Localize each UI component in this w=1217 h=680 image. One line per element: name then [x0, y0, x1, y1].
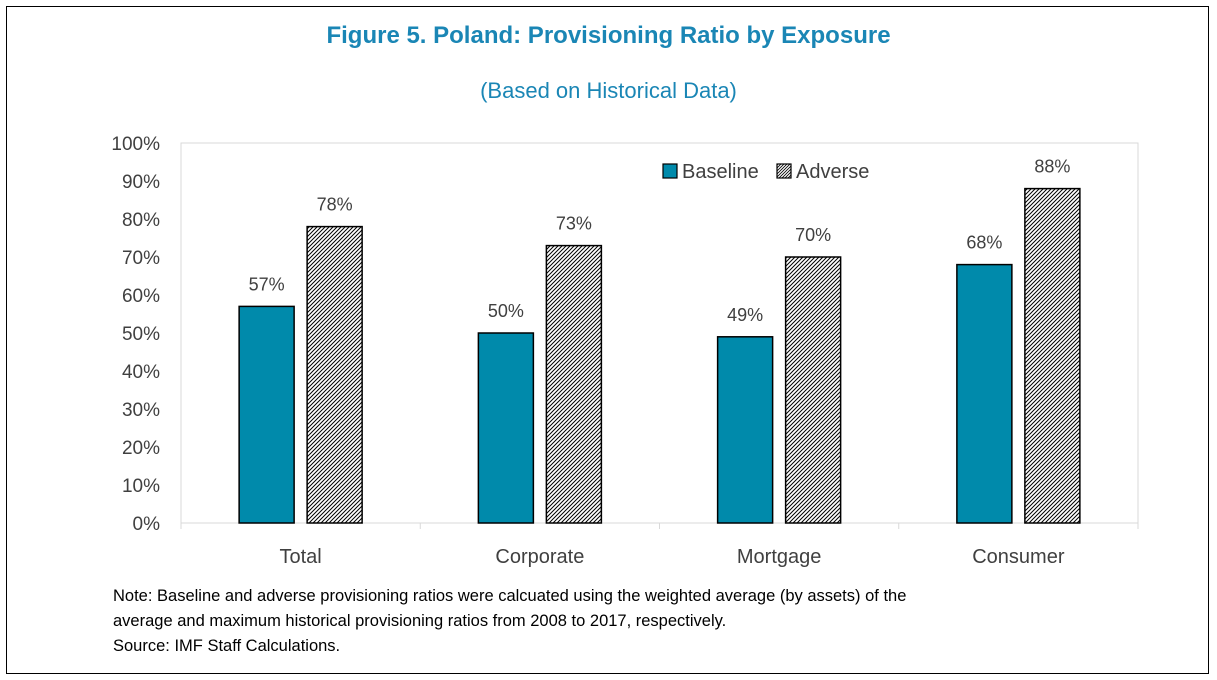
data-label: 73%: [556, 214, 592, 234]
adverse-bar-corporate: [545, 244, 603, 524]
note-line-2: average and maximum historical provision…: [113, 612, 727, 630]
y-tick-label: 60%: [122, 286, 160, 307]
x-category-label: Consumer: [972, 546, 1065, 568]
data-label: 50%: [488, 301, 524, 321]
legend-label-adverse: Adverse: [796, 161, 869, 183]
y-tick-label: 70%: [122, 248, 160, 269]
baseline-bar-consumer: [956, 263, 1013, 524]
chart-title: Figure 5. Poland: Provisioning Ratio by …: [326, 22, 891, 49]
y-tick-label: 0%: [133, 514, 161, 535]
legend-label-baseline: Baseline: [682, 161, 759, 183]
x-category-label: Total: [280, 546, 322, 568]
data-label: 70%: [795, 225, 831, 245]
adverse-bar-mortgage: [784, 256, 842, 524]
data-label: 88%: [1034, 157, 1070, 177]
data-label: 57%: [249, 274, 285, 294]
x-category-label: Corporate: [495, 546, 584, 568]
y-tick-label: 40%: [122, 362, 160, 383]
note-line-1: Note: Baseline and adverse provisioning …: [113, 587, 907, 605]
y-tick-label: 80%: [122, 210, 160, 231]
note-source: Source: IMF Staff Calculations.: [113, 637, 341, 655]
y-tick-label: 10%: [122, 476, 160, 497]
y-tick-label: 30%: [122, 400, 160, 421]
adverse-bar-total: [306, 225, 363, 524]
data-label: 68%: [966, 233, 1002, 253]
chart-subtitle: (Based on Historical Data): [480, 78, 737, 103]
x-category-label: Mortgage: [737, 546, 822, 568]
y-tick-label: 50%: [122, 324, 160, 345]
data-label: 49%: [727, 305, 763, 325]
baseline-bar-mortgage: [716, 336, 774, 524]
bar-chart: 0% 10% 20% 30% 40% 50% 60% 70% 80% 90% 100% Total C…: [111, 134, 1139, 568]
legend-swatch-adverse: [776, 163, 792, 179]
baseline-bar-total: [238, 305, 295, 524]
chart-note: Note: Baseline and adverse provisioning …: [113, 584, 1123, 659]
y-tick-label: 100%: [111, 134, 160, 155]
y-tick-label: 20%: [122, 438, 160, 459]
legend-swatch-baseline: [662, 163, 678, 179]
adverse-bar-consumer: [1024, 187, 1081, 524]
data-label: 78%: [317, 195, 353, 215]
baseline-bar-corporate: [477, 332, 535, 524]
y-tick-label: 90%: [122, 172, 160, 193]
